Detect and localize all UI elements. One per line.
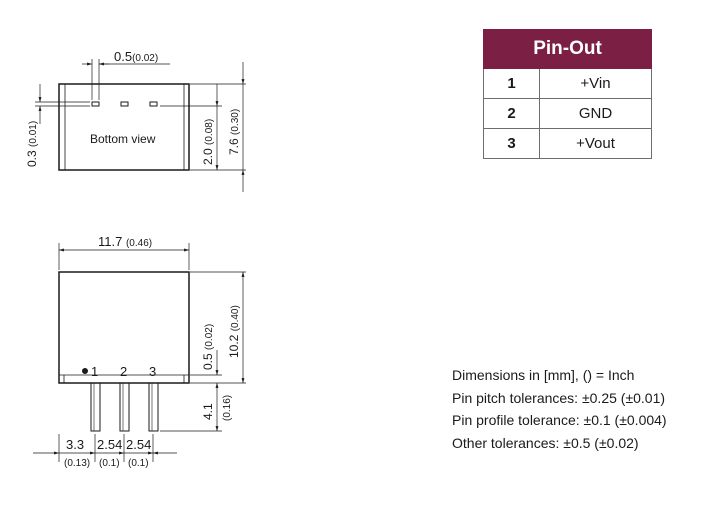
pinout-row: 3 +Vout xyxy=(483,128,652,159)
pin-number: 1 xyxy=(483,68,540,99)
dim-pin-length: 4.1 xyxy=(201,403,215,420)
pin-number: 3 xyxy=(483,128,540,159)
dim-depth: 7.6 (0.30) xyxy=(227,109,241,155)
note-other: Other tolerances: ±0.5 (±0.02) xyxy=(452,434,639,451)
pin-label-3: 3 xyxy=(149,364,156,379)
bottom-pin-3 xyxy=(149,101,158,107)
pin-label-1: 1 xyxy=(91,364,98,379)
pinout-row: 1 +Vin xyxy=(483,68,652,99)
pinout-title: Pin-Out xyxy=(483,29,652,69)
pinout-row: 2 GND xyxy=(483,98,652,129)
pin-number: 2 xyxy=(483,98,540,129)
dim-standoff: 0.5 (0.02) xyxy=(201,324,215,370)
dim-height: 10.2 (0.40) xyxy=(227,305,241,358)
front-pin-1 xyxy=(90,382,101,432)
dim-pin-width: 0.5(0.02) xyxy=(114,49,158,64)
front-view-body xyxy=(58,271,190,384)
bottom-pin-1 xyxy=(91,101,100,107)
dimension-notes: Dimensions in [mm], () = Inch Pin pitch … xyxy=(452,364,667,454)
dim-pitch-2-in: (0.1) xyxy=(128,458,149,469)
bottom-pin-2 xyxy=(120,101,129,107)
pin-signal: GND xyxy=(539,98,652,129)
dim-pin-depth: 0.3 (0.01) xyxy=(25,121,39,167)
note-pin-pitch: Pin pitch tolerances: ±0.25 (±0.01) xyxy=(452,389,666,406)
pinout-table: Pin-Out 1 +Vin 2 GND 3 +Vout xyxy=(483,29,652,159)
dim-pin-length-in: (0.16) xyxy=(222,395,233,421)
dim-first-pin-in: (0.13) xyxy=(64,458,90,469)
dim-pitch-1-in: (0.1) xyxy=(99,458,120,469)
pin-1-marker xyxy=(82,368,88,374)
pin-label-2: 2 xyxy=(120,364,127,379)
front-view xyxy=(33,243,246,462)
front-pin-2 xyxy=(119,382,130,432)
dim-first-pin: 3.3 xyxy=(66,437,84,452)
pin-signal: +Vin xyxy=(539,68,652,99)
bottom-view-label: Bottom view xyxy=(90,132,156,146)
note-pin-profile: Pin profile tolerance: ±0.1 (±0.004) xyxy=(452,412,667,428)
note-units: Dimensions in [mm], () = Inch xyxy=(452,367,635,383)
bottom-view-body xyxy=(58,83,190,171)
front-pin-3 xyxy=(148,382,159,432)
dim-pitch-2: 2.54 xyxy=(126,437,151,452)
dim-pitch-1: 2.54 xyxy=(97,437,122,452)
dim-pin-offset: 2.0 (0.08) xyxy=(201,119,215,165)
bottom-view xyxy=(35,59,246,192)
pin-signal: +Vout xyxy=(539,128,652,159)
dim-width: 11.7 (0.46) xyxy=(98,234,152,249)
